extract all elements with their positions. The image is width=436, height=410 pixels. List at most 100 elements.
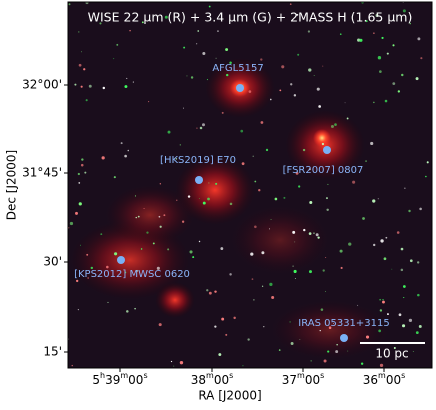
star <box>258 189 261 192</box>
star <box>78 63 82 67</box>
star <box>198 240 201 243</box>
star <box>141 21 144 24</box>
star <box>384 99 388 103</box>
star <box>87 277 90 279</box>
star <box>373 243 376 247</box>
star <box>321 142 325 146</box>
star <box>215 182 218 185</box>
star <box>80 244 82 246</box>
star <box>378 329 381 333</box>
star <box>254 180 257 183</box>
star <box>317 236 320 239</box>
star <box>69 221 74 226</box>
star <box>75 279 79 283</box>
star <box>218 353 222 357</box>
star <box>116 43 119 46</box>
star <box>303 228 306 232</box>
star <box>352 180 356 184</box>
star <box>192 256 195 259</box>
star <box>308 68 312 72</box>
x-tick-label-part: 37 <box>282 373 297 387</box>
x-tick-label-part: 38 <box>191 373 206 387</box>
star <box>420 57 423 60</box>
star <box>126 77 128 79</box>
star <box>85 2 89 5</box>
star <box>167 248 170 251</box>
star <box>225 333 228 336</box>
star <box>102 86 106 90</box>
star <box>186 75 188 77</box>
star <box>396 231 400 234</box>
star <box>279 89 282 92</box>
star <box>290 83 293 86</box>
star <box>308 168 311 171</box>
x-tick-label-part: 00 <box>128 373 143 387</box>
source-label: [KPS2012] MWSC 0620 <box>74 269 190 280</box>
star <box>202 123 205 127</box>
star <box>386 52 389 55</box>
star <box>380 239 384 243</box>
star <box>260 121 264 124</box>
star <box>250 252 254 256</box>
star <box>208 5 211 8</box>
star <box>88 84 92 88</box>
source-label: [FSR2007] 0807 <box>283 165 364 176</box>
x-tick-label-part: s <box>320 371 324 380</box>
star <box>163 214 166 217</box>
star <box>274 197 278 201</box>
star <box>120 142 123 145</box>
star <box>75 211 78 215</box>
star <box>158 323 162 327</box>
star <box>398 313 402 317</box>
star <box>310 360 312 362</box>
star <box>208 291 212 295</box>
star <box>152 242 155 245</box>
y-axis-label: Dec [J2000] <box>5 150 19 220</box>
star <box>418 324 422 328</box>
star <box>225 48 229 52</box>
star <box>202 201 206 205</box>
star <box>379 309 383 312</box>
star <box>320 308 324 311</box>
star <box>80 163 84 167</box>
star <box>206 79 208 81</box>
star <box>132 81 134 83</box>
star <box>190 76 194 79</box>
star <box>252 155 254 157</box>
star <box>226 73 229 77</box>
star <box>344 102 346 104</box>
star <box>402 9 406 13</box>
star <box>401 73 404 77</box>
star <box>242 365 244 367</box>
star <box>261 251 265 255</box>
star <box>325 197 328 200</box>
star <box>426 161 429 164</box>
star <box>408 318 413 322</box>
star <box>159 225 162 228</box>
star <box>278 349 281 351</box>
star <box>217 30 219 32</box>
star <box>220 247 224 251</box>
star <box>382 300 385 304</box>
star <box>359 38 363 42</box>
star <box>74 83 77 86</box>
star <box>179 144 181 146</box>
star <box>197 30 200 32</box>
source-label: [HKS2019] E70 <box>160 155 236 166</box>
star <box>113 58 115 60</box>
x-tick-label-part: 5 <box>92 373 100 387</box>
x-tick-label-part: s <box>143 371 147 380</box>
star <box>260 58 263 61</box>
star <box>328 326 332 329</box>
star <box>85 99 88 102</box>
star <box>129 29 131 32</box>
star <box>294 278 296 280</box>
star <box>80 85 83 88</box>
y-tick-label: 31°45' <box>22 166 62 180</box>
star <box>385 236 388 239</box>
source-marker <box>323 146 331 154</box>
star <box>339 249 343 253</box>
x-tick-label: 5h39m00s <box>92 371 147 387</box>
star <box>230 159 232 161</box>
star <box>229 61 232 65</box>
